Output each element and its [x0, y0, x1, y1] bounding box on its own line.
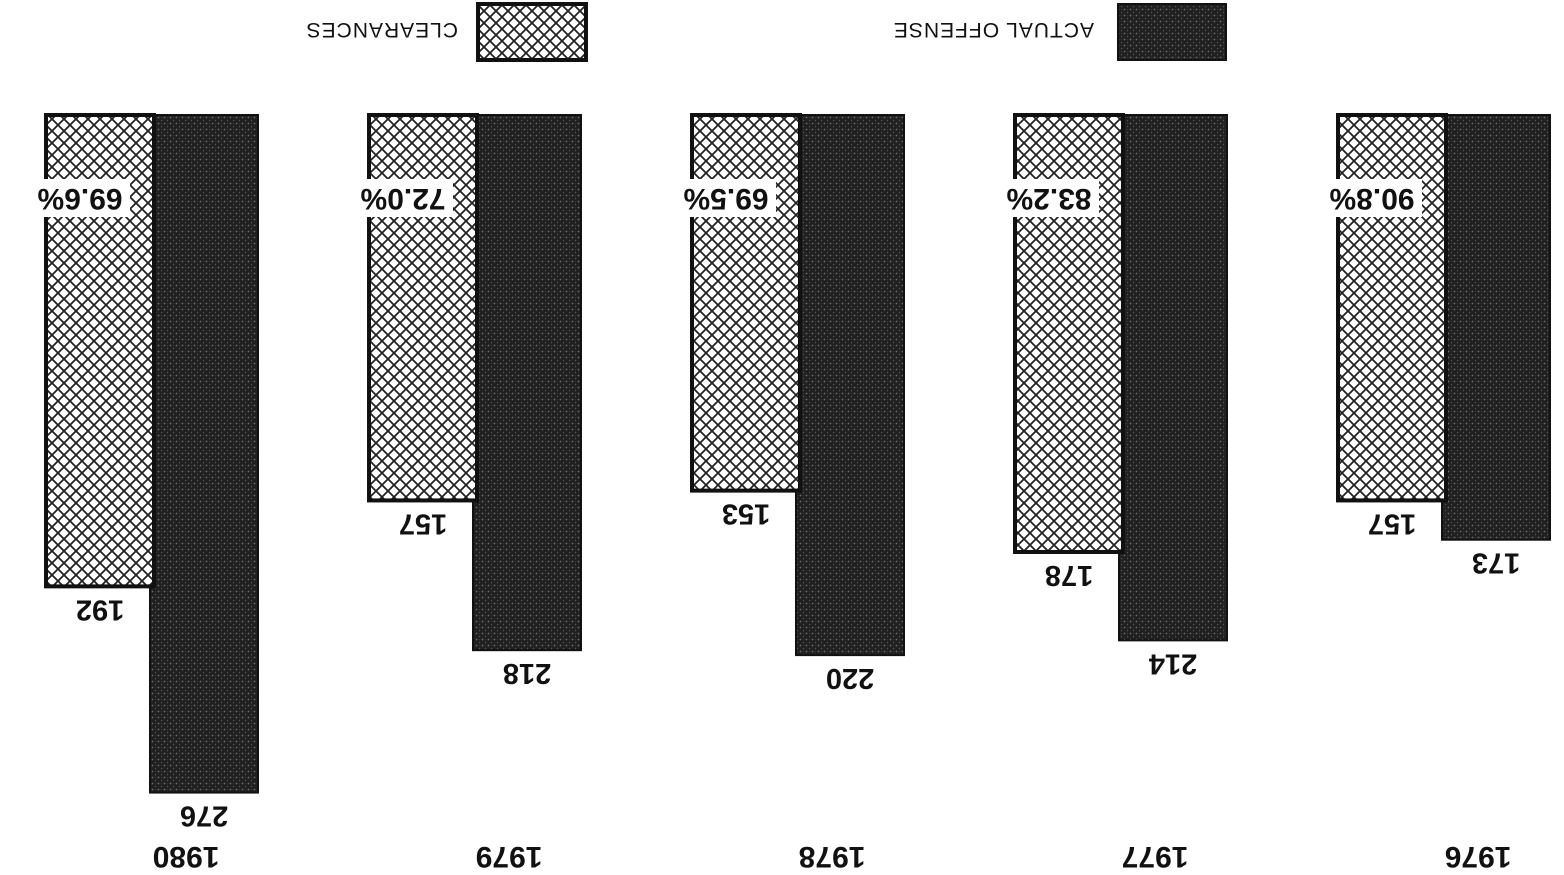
- value-label-actual-offense-1978: 220: [826, 662, 874, 694]
- year-tick-label-1976: 1976: [1445, 840, 1512, 873]
- pct-badge-bg-1977: [999, 179, 1099, 217]
- value-label-actual-offense-1976: 173: [1472, 547, 1520, 579]
- clearance-rate-label-1976: 90.8%: [1329, 182, 1414, 215]
- bar-clearances-1978: [690, 113, 802, 493]
- bar-clearances-1979: [367, 113, 479, 503]
- year-tick-label-1980: 1980: [153, 840, 220, 873]
- year-tick-label-1978: 1978: [799, 840, 866, 873]
- clearance-rate-label-1979: 72.0%: [360, 182, 445, 215]
- bar-actual-offense-1979: [472, 114, 582, 652]
- legend-label-clearances: CLEARANCES: [306, 18, 458, 41]
- bar-actual-offense-1980: [149, 113, 259, 794]
- bar-actual-offense-1976: [1441, 114, 1551, 541]
- legend: ACTUAL OFFENSE CLEARANCES: [306, 2, 1227, 62]
- bar-clearances-1976: [1336, 113, 1448, 503]
- year-tick-label-1979: 1979: [476, 840, 543, 873]
- pct-badge-bg-1980: [30, 179, 130, 217]
- year-tick-label-1977: 1977: [1122, 840, 1189, 873]
- clearance-rate-label-1978: 69.5%: [683, 182, 768, 215]
- bars-layer: [44, 113, 1551, 794]
- labels-layer: 173 157 90.8% 1976 214 178 83.2% 1977 220 153 69.5…: [30, 179, 1520, 873]
- value-label-actual-offense-1980: 276: [180, 800, 228, 832]
- legend-swatch-clearances: [476, 2, 588, 62]
- pct-badge-bg-1979: [353, 179, 453, 217]
- legend-swatch-actual-offense: [1117, 3, 1227, 61]
- pct-badge-bg-1978: [676, 179, 776, 217]
- value-label-actual-offense-1977: 214: [1149, 647, 1197, 679]
- legend-label-actual-offense: ACTUAL OFFENSE: [893, 18, 1094, 41]
- bar-actual-offense-1977: [1118, 114, 1228, 642]
- value-label-clearances-1980: 192: [76, 593, 124, 625]
- value-label-actual-offense-1979: 218: [503, 657, 551, 689]
- value-label-clearances-1976: 157: [1368, 507, 1416, 539]
- clearance-rate-label-1980: 69.6%: [37, 182, 122, 215]
- value-label-clearances-1978: 153: [722, 498, 770, 530]
- pct-badge-bg-1976: [1322, 179, 1422, 217]
- bar-actual-offense-1978: [795, 114, 905, 657]
- value-label-clearances-1977: 178: [1045, 559, 1093, 591]
- value-label-clearances-1979: 157: [399, 507, 447, 539]
- clearance-rate-label-1977: 83.2%: [1006, 182, 1091, 215]
